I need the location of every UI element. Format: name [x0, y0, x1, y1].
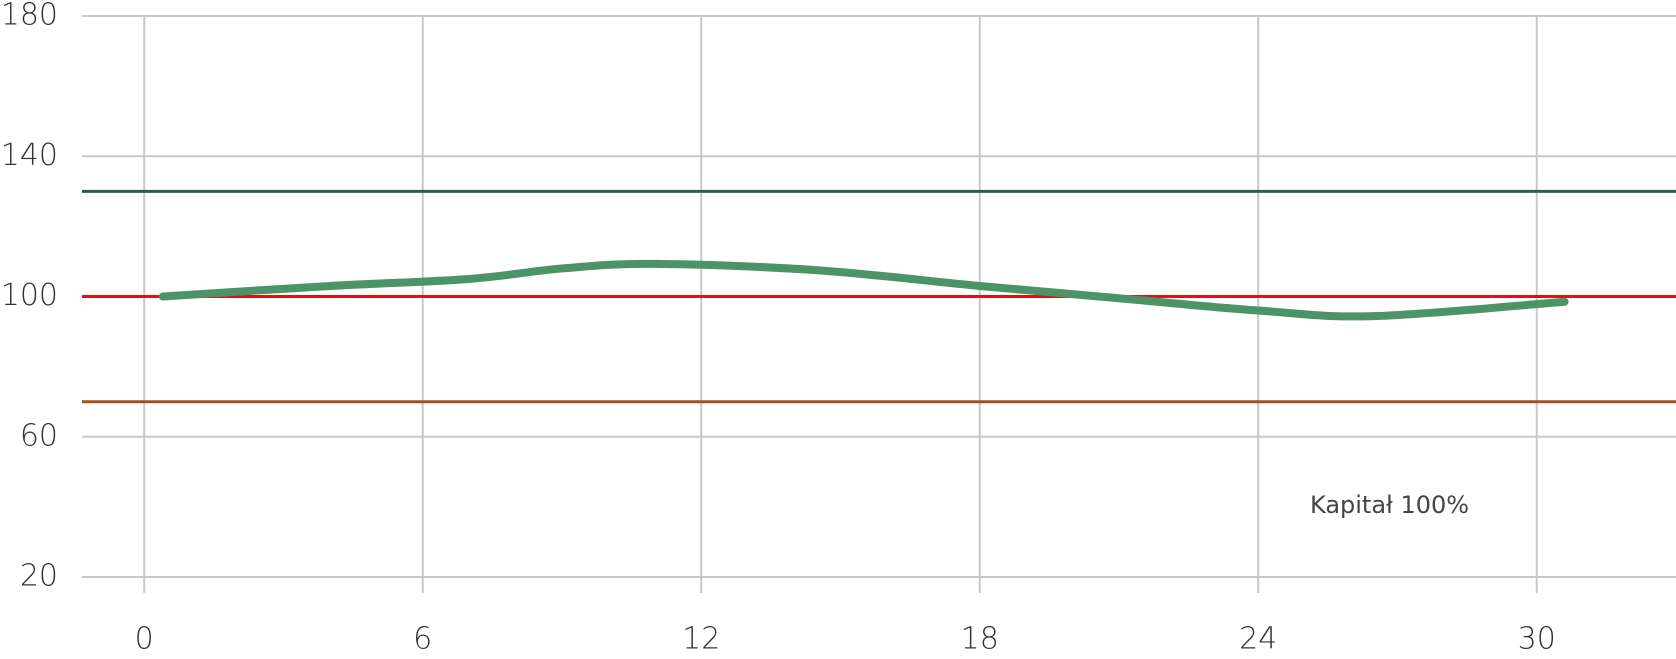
x-tick-label: 30: [1518, 622, 1556, 657]
y-tick-label: 180: [1, 0, 58, 33]
x-tick-label: 24: [1239, 622, 1277, 657]
x-tick-label: 6: [413, 622, 432, 657]
y-tick-label: 140: [1, 138, 58, 173]
line-series: [158, 259, 1569, 321]
y-tick-label: 60: [20, 418, 58, 453]
y-tick-label: 20: [20, 559, 58, 594]
x-tick-label: 0: [135, 622, 154, 657]
x-tick-label: 12: [682, 622, 720, 657]
y-tick-label: 100: [1, 278, 58, 313]
x-tick-label: 18: [961, 622, 999, 657]
annotation: Kapitał 100%: [1310, 491, 1469, 519]
